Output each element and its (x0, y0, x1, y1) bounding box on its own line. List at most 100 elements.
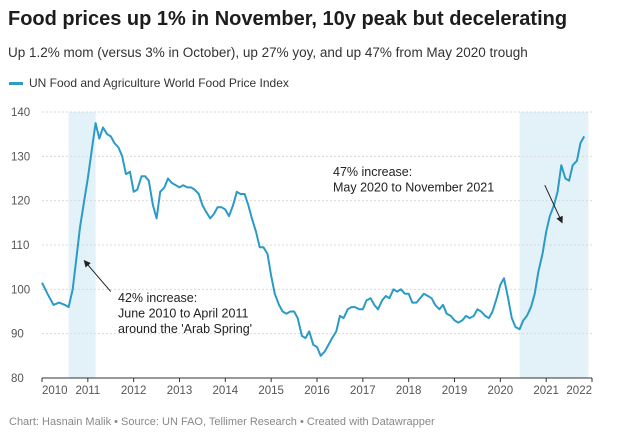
data-point-78 (347, 308, 349, 310)
data-point-42 (209, 218, 211, 220)
data-point-84 (370, 297, 372, 299)
data-point-111 (473, 315, 475, 317)
data-point-108 (461, 320, 463, 322)
annotation-arrow-0 (544, 184, 563, 224)
data-point-99 (427, 295, 429, 297)
data-point-34 (179, 187, 181, 189)
data-point-121 (511, 317, 513, 319)
data-point-71 (320, 355, 322, 357)
data-point-49 (236, 191, 238, 193)
data-point-98 (423, 293, 425, 295)
data-point-53 (251, 218, 253, 220)
data-point-23 (137, 189, 139, 191)
data-point-59 (274, 293, 276, 295)
data-point-126 (530, 306, 532, 308)
data-point-133 (557, 191, 559, 193)
data-point-35 (182, 184, 184, 186)
data-point-129 (542, 253, 544, 255)
data-point-47 (228, 215, 230, 217)
data-point-134 (560, 164, 562, 166)
legend-label: UN Food and Agriculture World Food Price… (29, 76, 289, 90)
x-tick-label-2021: 2021 (533, 385, 559, 397)
data-point-82 (362, 308, 364, 310)
data-point-30 (164, 187, 166, 189)
data-point-14 (102, 127, 104, 129)
data-point-90 (393, 289, 395, 291)
data-point-39 (198, 193, 200, 195)
y-tick-label-110: 110 (11, 240, 29, 252)
x-tick-label-2020: 2020 (488, 385, 514, 397)
data-point-5 (68, 306, 70, 308)
data-point-1 (47, 293, 49, 295)
data-point-102 (439, 308, 441, 310)
data-point-83 (366, 300, 368, 302)
data-point-17 (114, 142, 116, 144)
data-point-56 (263, 246, 265, 248)
data-point-2 (53, 304, 55, 306)
data-point-22 (133, 191, 135, 193)
data-point-44 (217, 207, 219, 209)
data-point-109 (465, 315, 467, 317)
data-point-110 (469, 317, 471, 319)
legend: UN Food and Agriculture World Food Price… (9, 76, 289, 90)
data-point-118 (500, 284, 502, 286)
data-point-123 (519, 328, 521, 330)
data-point-131 (549, 215, 551, 217)
data-point-12 (95, 122, 97, 124)
data-point-18 (118, 147, 120, 149)
chart-subtitle: Up 1.2% mom (versus 3% in October), up 2… (8, 45, 528, 60)
data-point-91 (396, 291, 398, 293)
data-point-9 (83, 200, 85, 202)
x-tick-label-2019: 2019 (442, 385, 468, 397)
data-point-54 (255, 231, 257, 233)
data-point-7 (76, 258, 78, 260)
data-point-46 (225, 209, 227, 211)
data-point-74 (331, 337, 333, 339)
data-point-94 (408, 293, 410, 295)
data-point-38 (194, 189, 196, 191)
x-tick-label-2018: 2018 (396, 385, 422, 397)
data-point-37 (190, 187, 192, 189)
data-point-101 (434, 304, 436, 306)
data-point-16 (110, 136, 112, 138)
data-point-61 (282, 311, 284, 313)
data-point-55 (259, 246, 261, 248)
data-point-41 (205, 211, 207, 213)
y-tick-label-90: 90 (11, 329, 24, 341)
data-point-72 (324, 351, 326, 353)
data-point-6 (72, 289, 74, 291)
data-point-81 (358, 308, 360, 310)
annotation-line-1-2: around the 'Arab Spring' (118, 322, 252, 336)
data-point-69 (313, 344, 315, 346)
y-tick-label-100: 100 (11, 284, 30, 296)
data-point-58 (270, 275, 272, 277)
data-point-85 (373, 304, 375, 306)
data-point-116 (492, 311, 494, 313)
x-tick-label-2013: 2013 (167, 385, 193, 397)
data-point-128 (538, 271, 540, 273)
data-point-64 (293, 311, 295, 313)
data-point-4 (64, 304, 66, 306)
data-point-67 (305, 337, 307, 339)
data-point-137 (572, 164, 574, 166)
data-point-32 (171, 182, 173, 184)
data-point-127 (534, 293, 536, 295)
y-tick-label-130: 130 (11, 151, 30, 163)
y-tick-label-80: 80 (11, 373, 24, 385)
y-tick-label-120: 120 (11, 196, 30, 208)
data-point-25 (144, 175, 146, 177)
data-point-28 (156, 218, 158, 220)
data-point-52 (247, 204, 249, 206)
data-point-115 (488, 317, 490, 319)
x-tick-label-2011: 2011 (75, 385, 100, 397)
annotation-line-0-1: May 2020 to November 2021 (333, 181, 494, 195)
x-tick-label-2022: 2022 (566, 385, 592, 397)
data-point-130 (545, 231, 547, 233)
data-point-33 (175, 184, 177, 186)
data-point-93 (404, 293, 406, 295)
series-line-food-price-index (41, 122, 586, 357)
x-tick-label-2014: 2014 (213, 385, 239, 397)
data-point-95 (412, 302, 414, 304)
data-point-60 (278, 304, 280, 306)
